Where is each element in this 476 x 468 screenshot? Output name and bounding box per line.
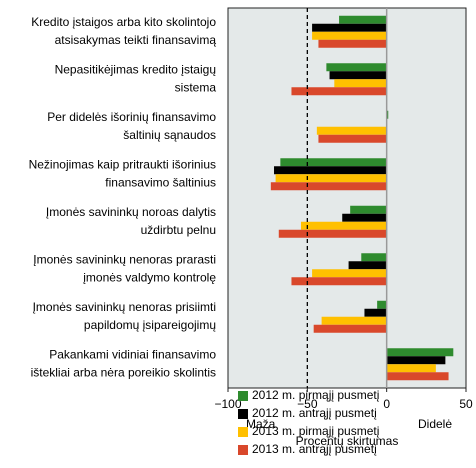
bar xyxy=(312,269,387,278)
category-label: finansavimo šaltinius xyxy=(105,175,216,189)
x-tick-label: 0 xyxy=(383,397,390,411)
bar xyxy=(321,316,387,325)
bar xyxy=(339,15,387,24)
bar xyxy=(291,87,387,96)
legend-swatch xyxy=(238,427,248,437)
category-label: uždirbtu pelnu xyxy=(141,223,216,237)
bar xyxy=(364,308,387,317)
bar xyxy=(278,229,387,238)
legend-label: 2013 m. antrąjį pusmetį xyxy=(252,442,377,456)
bar xyxy=(312,31,387,40)
legend-swatch xyxy=(238,409,248,419)
category-label: Nepasitikėjimas kredito įstaigų xyxy=(55,62,217,76)
bar xyxy=(361,253,387,262)
bar xyxy=(312,23,387,32)
bar xyxy=(274,166,387,175)
bar xyxy=(318,134,387,143)
x-tick-label: −100 xyxy=(214,397,241,411)
x-axis-label: Procentų skirtumas xyxy=(296,434,399,448)
category-label: Įmonės savininkų nenoras prisiimti xyxy=(33,300,216,314)
bar xyxy=(318,39,387,48)
category-label: įmonės valdymo kontrolę xyxy=(83,270,216,284)
bar xyxy=(377,300,387,309)
bar xyxy=(270,182,387,191)
legend-swatch xyxy=(238,391,248,401)
bar xyxy=(348,261,387,270)
category-label: Kredito įstaigos arba kito skolintojo xyxy=(31,15,216,29)
x-tick-label: −50 xyxy=(297,397,318,411)
bar xyxy=(329,71,387,80)
legend-swatch xyxy=(238,445,248,455)
bar xyxy=(316,126,387,135)
bar xyxy=(386,348,454,357)
bar xyxy=(275,174,387,183)
annotation-low: Maža xyxy=(246,417,276,431)
legend-label: 2012 m. pirmąjį pusmetį xyxy=(252,388,380,402)
bar xyxy=(386,372,449,381)
category-label: atsisakymas teikti finansavimą xyxy=(55,33,217,47)
bar xyxy=(386,364,436,373)
bar xyxy=(300,221,387,230)
annotation-high: Didelė xyxy=(418,417,452,431)
category-label: Nežinojimas kaip pritraukti išorinius xyxy=(29,157,216,171)
category-label: šaltinių sąnaudos xyxy=(123,128,216,142)
category-label: papildomų įsipareigojimų xyxy=(84,318,216,332)
x-tick-label: 50 xyxy=(459,397,473,411)
bar xyxy=(350,205,387,214)
bar xyxy=(342,213,387,222)
bar xyxy=(334,79,387,88)
category-label: Įmonės savininkų nenoras prarasti xyxy=(33,252,216,266)
bar xyxy=(280,158,387,167)
legend-label: 2012 m. antrąjį pusmetį xyxy=(252,406,377,420)
bar xyxy=(291,277,387,286)
bar xyxy=(386,110,389,119)
legend-label: 2013 m. pirmąjį pusmetį xyxy=(252,424,380,438)
category-label: Įmonės savininkų noroas dalytis xyxy=(46,205,216,219)
category-label: sistema xyxy=(175,80,217,94)
bar xyxy=(386,356,446,365)
bar xyxy=(313,324,387,333)
bar xyxy=(326,63,387,72)
category-label: Per didelės išorinių finansavimo xyxy=(47,110,216,124)
category-label: Pakankami vidiniai finansavimo xyxy=(49,347,216,361)
category-label: ištekliai arba nėra poreikio skolintis xyxy=(31,365,216,379)
